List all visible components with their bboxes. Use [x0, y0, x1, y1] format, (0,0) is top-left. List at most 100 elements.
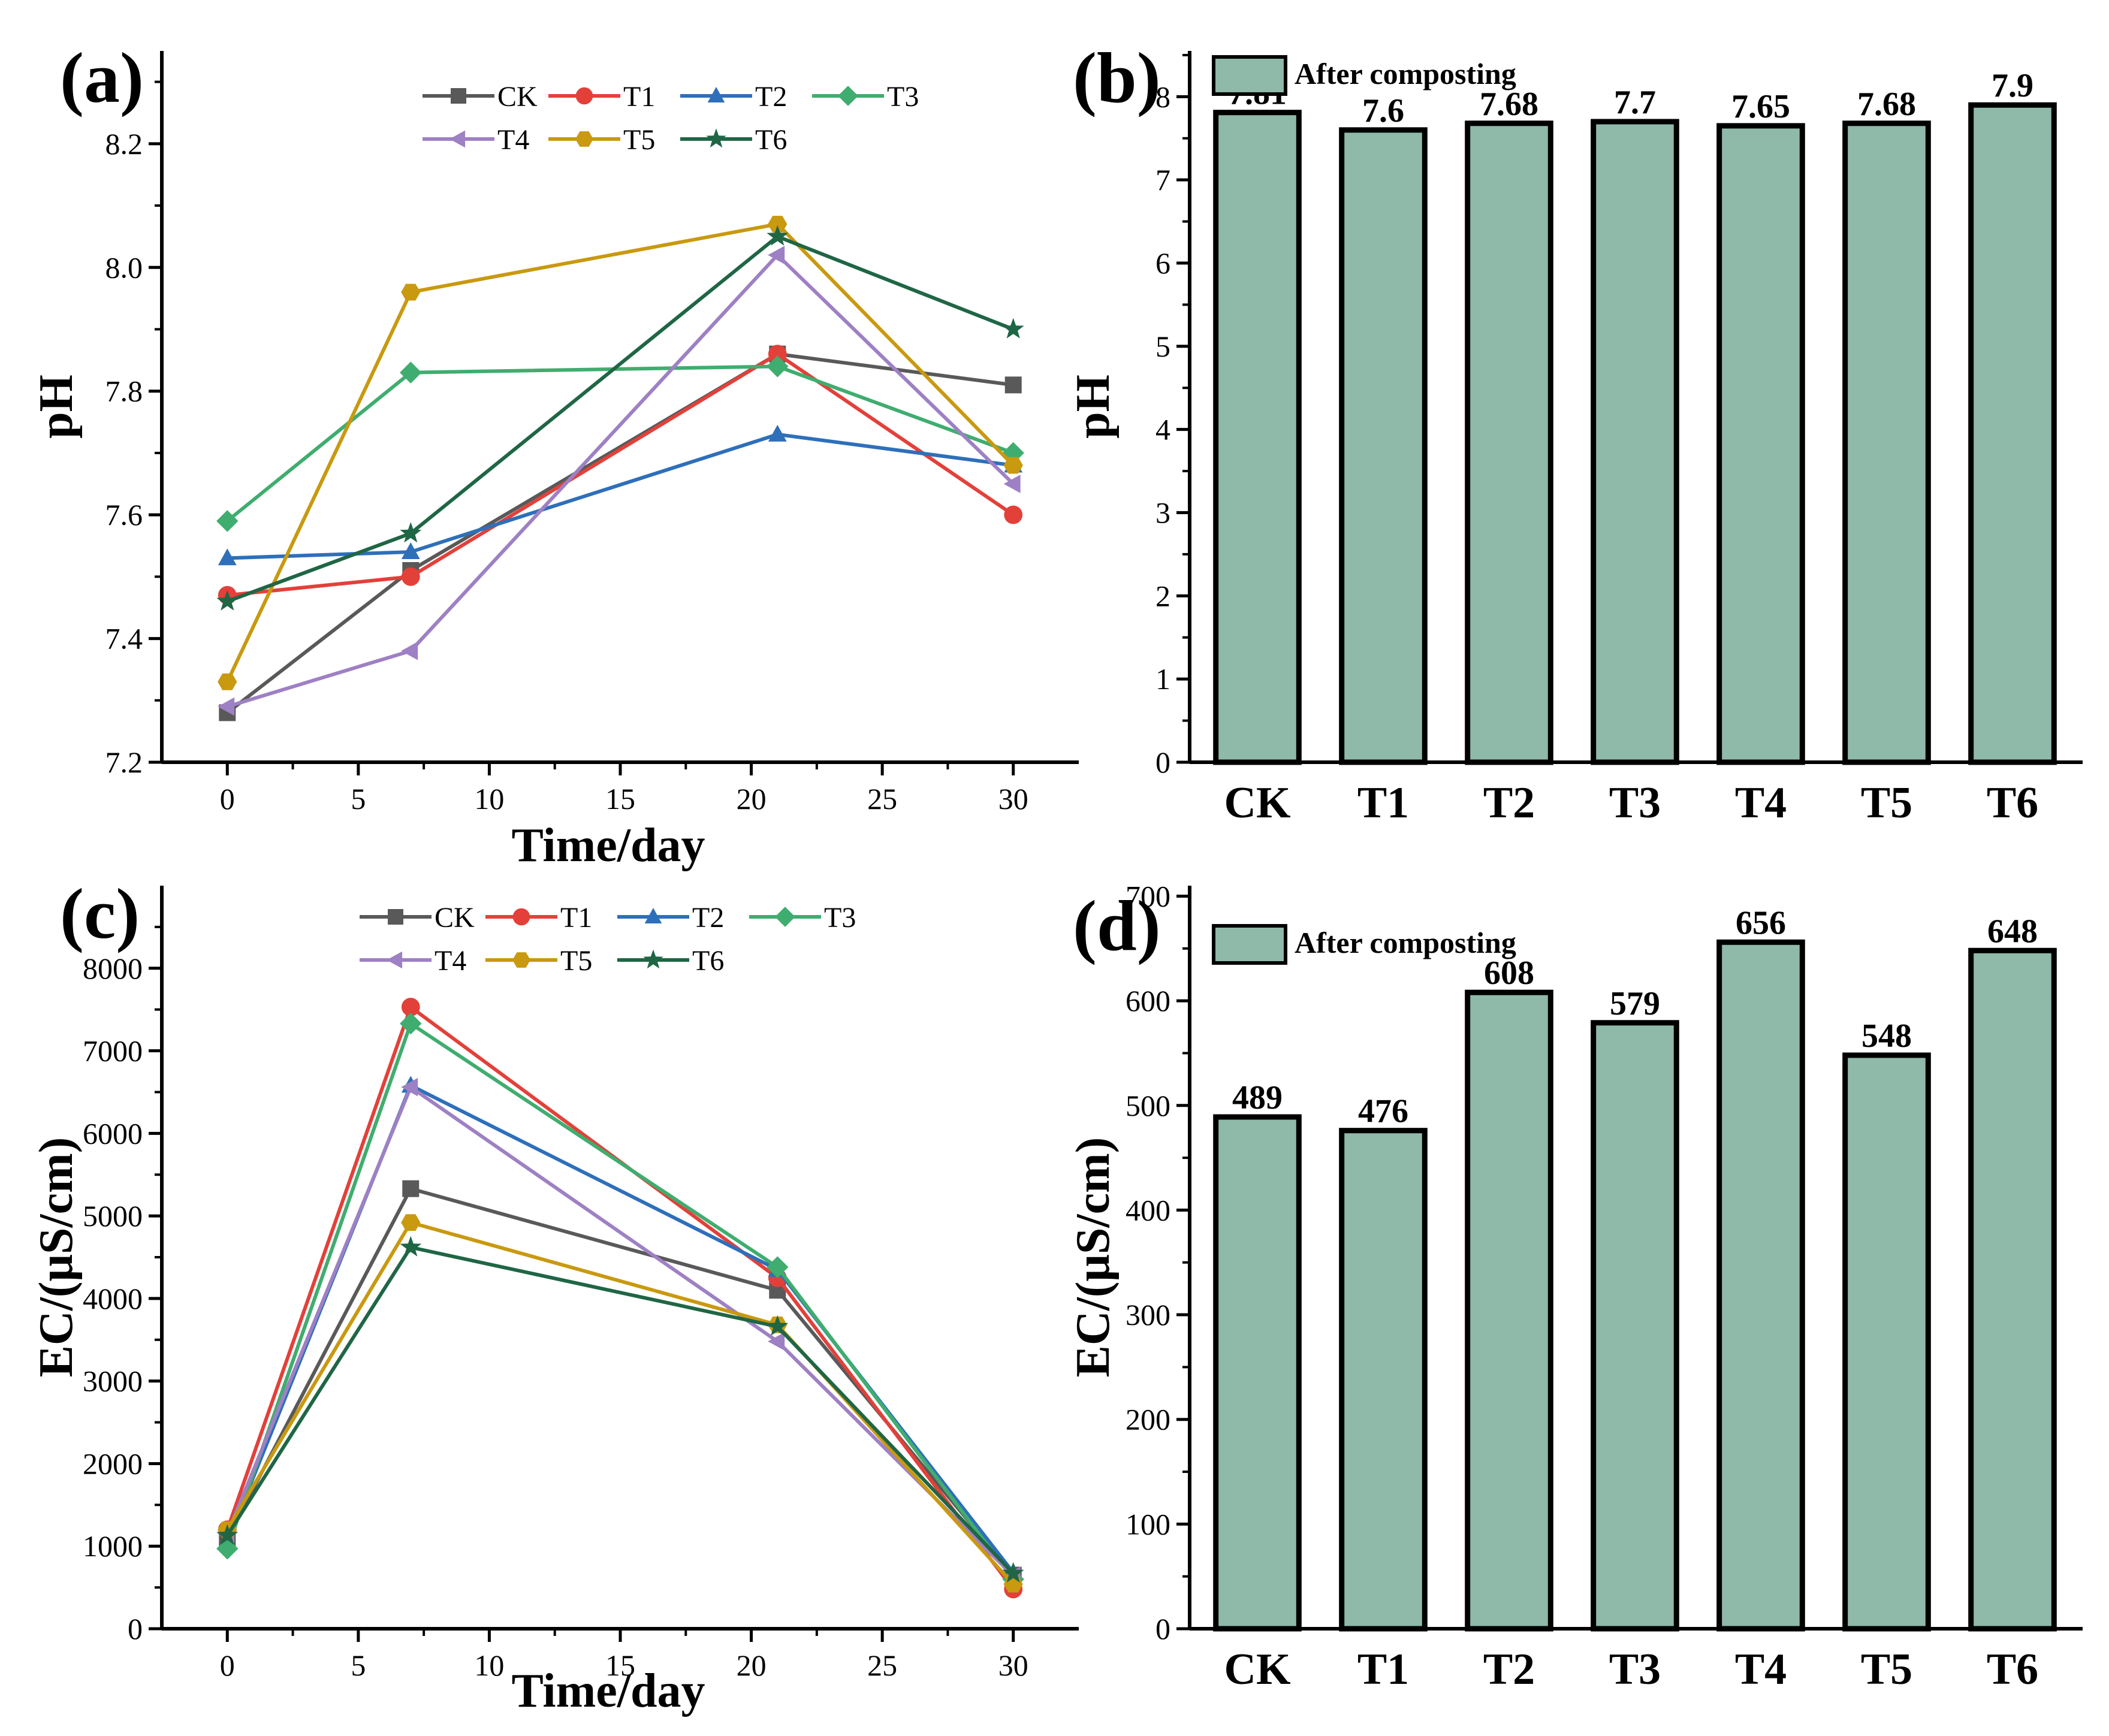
x-category-label: T3 — [1609, 778, 1661, 828]
bar-t1 — [1339, 127, 1428, 765]
data-point — [768, 1332, 785, 1351]
data-point — [216, 1524, 239, 1545]
x-category-label: T5 — [1861, 1645, 1912, 1694]
bar-t3 — [1591, 1020, 1679, 1632]
legend-marker — [387, 951, 403, 969]
series-t3 — [216, 355, 1024, 532]
legend-marker — [838, 86, 858, 106]
data-point — [216, 510, 239, 532]
bar-t5 — [1842, 120, 1931, 765]
x-category-label: T1 — [1357, 778, 1409, 828]
data-point — [401, 567, 420, 586]
x-tick-label: 30 — [998, 1649, 1028, 1682]
x-tick-label: 30 — [998, 782, 1028, 816]
data-point — [1004, 376, 1022, 394]
y-tick-label: 8 — [1155, 80, 1170, 113]
legend-marker — [388, 909, 403, 925]
x-axis-title: Time/day — [511, 1665, 705, 1717]
legend-label: T1 — [623, 81, 655, 113]
legend-item-t6: T6 — [680, 124, 787, 156]
data-point — [1002, 1562, 1024, 1583]
data-point — [401, 283, 421, 301]
x-category-label: CK — [1224, 1645, 1291, 1694]
bar-t6 — [1968, 102, 2057, 765]
y-axis-title: pH — [1067, 375, 1120, 439]
bar-value-label: 7.68 — [1480, 86, 1538, 123]
y-tick-label: 4 — [1155, 413, 1170, 446]
x-category-label: T4 — [1735, 778, 1787, 828]
legend-swatch — [1212, 924, 1287, 965]
x-tick-label: 10 — [474, 782, 504, 816]
legend-label: T5 — [560, 945, 592, 977]
x-tick-label: 10 — [474, 1649, 504, 1682]
bar-value-label: 7.68 — [1857, 86, 1916, 123]
series-line — [226, 364, 1014, 523]
axes: 0 1 2 3 4 5 6 7 8 pH CK T1 T2 T3 T4 T5 T6 — [1067, 51, 2083, 828]
legend-item-ck: CK — [423, 81, 538, 113]
legend: After composting — [1212, 55, 1516, 96]
bar-t4 — [1716, 939, 1805, 1632]
data-point — [1002, 318, 1024, 339]
data-point — [401, 998, 420, 1016]
bar-value-label: 476 — [1358, 1093, 1408, 1130]
legend-marker — [706, 128, 726, 148]
y-tick-label: 6000 — [83, 1116, 143, 1150]
legend: CK T1 T2 T3 T4 T5 T6 — [360, 902, 856, 977]
panel-d: (d) 0 100 200 300 400 500 600 700 EC/(μS/cm) CK T1 T… — [1067, 879, 2083, 1694]
x-tick-label: 5 — [351, 782, 366, 816]
y-tick-label: 6 — [1155, 246, 1170, 280]
bar-value-label: 548 — [1861, 1018, 1912, 1055]
panel-b: (b)012345678pHCKT1T2T3T4T5T67.817.67.687… — [1067, 38, 2083, 828]
legend-swatch — [1212, 55, 1287, 96]
bar-value-label: 579 — [1610, 985, 1660, 1022]
legend-label: T3 — [887, 81, 919, 113]
bar-value-label: 489 — [1232, 1079, 1283, 1116]
y-tick-label: 100 — [1126, 1507, 1170, 1541]
data-point — [768, 216, 788, 233]
legend-label: T2 — [692, 902, 724, 934]
legend-label: T5 — [623, 124, 655, 156]
series-line — [225, 1004, 1015, 1590]
y-tick-label: 400 — [1126, 1193, 1170, 1227]
x-tick-label: 25 — [867, 782, 897, 816]
legend-item-t2: T2 — [617, 902, 724, 934]
bar-value-label: 648 — [1987, 913, 2038, 950]
series-line — [225, 1245, 1015, 1575]
y-tick-label: 2000 — [83, 1447, 143, 1480]
axes: 0 1000 2000 3000 4000 5000 6000 7000 8000 EC/(μS/… — [30, 886, 1079, 1717]
data-point — [400, 1012, 422, 1035]
x-tick-label: 0 — [220, 1649, 235, 1682]
series-line — [227, 234, 1014, 603]
bar-t4 — [1716, 123, 1805, 765]
data-point — [767, 1315, 789, 1336]
axes: 0 100 200 300 400 500 600 700 EC/(μS/cm) CK T1 T2 T3… — [1067, 879, 2083, 1694]
legend-marker — [451, 88, 466, 104]
y-tick-label: 3000 — [83, 1364, 143, 1398]
data-point — [218, 548, 237, 566]
x-axis-title: Time/day — [511, 819, 705, 872]
y-tick-label: 4000 — [83, 1282, 143, 1315]
y-tick-label: 0 — [1155, 1612, 1170, 1646]
y-tick-label: 0 — [128, 1612, 143, 1646]
legend-item-t1: T1 — [485, 902, 592, 934]
data-point — [218, 673, 237, 690]
data-point — [401, 641, 418, 660]
legend-label: T4 — [435, 945, 466, 977]
series-t4 — [218, 246, 1021, 716]
series-line — [227, 352, 1015, 597]
y-tick-label: 1 — [1155, 662, 1170, 696]
x-category-label: CK — [1224, 778, 1291, 828]
x-category-label: T1 — [1357, 1645, 1409, 1694]
bar-value-label: 7.9 — [1992, 67, 2033, 104]
data-point — [768, 246, 785, 265]
series-line — [225, 1084, 1015, 1577]
series-t5 — [218, 216, 1023, 690]
y-tick-label: 8.0 — [105, 250, 143, 284]
y-tick-label: 7.6 — [105, 498, 143, 532]
data-point — [400, 1236, 422, 1257]
y-tick-label: 0 — [1155, 745, 1170, 779]
y-tick-label: 1000 — [83, 1529, 143, 1563]
legend-item-ck: CK — [360, 902, 475, 934]
bar-ck — [1213, 1114, 1302, 1632]
legend: After composting — [1212, 924, 1516, 965]
